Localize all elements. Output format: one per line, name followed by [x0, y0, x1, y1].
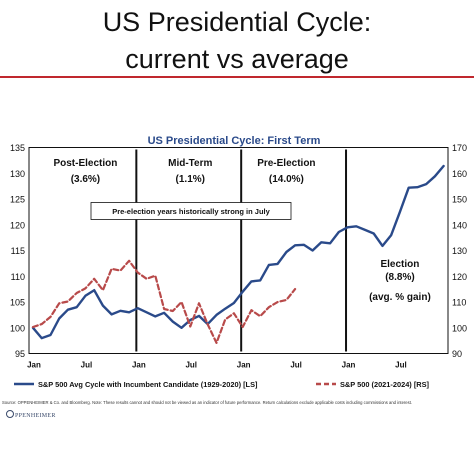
x-tick-label: Jul [81, 361, 93, 370]
slide-title-line1: US Presidential Cycle: [102, 7, 372, 37]
x-tick-label: Jan [132, 361, 146, 370]
phase-name-label: Post-Election [53, 158, 117, 169]
x-tick-label: Jul [290, 361, 302, 370]
chart-title: US Presidential Cycle: First Term [148, 135, 321, 147]
annotation-text: Pre-election years historically strong i… [112, 207, 270, 216]
x-tick-label: Jan [342, 361, 356, 370]
legend-label-1: S&P 500 Avg Cycle with Incumbent Candida… [38, 380, 258, 389]
legend-label-2: S&P 500 (2021-2024) [RS] [340, 380, 430, 389]
y-right-tick-label: 140 [452, 220, 467, 230]
phase-gain-label: (8.8%) [385, 272, 414, 283]
y-left-tick-label: 115 [11, 246, 25, 256]
phase-gain-label: (14.0%) [269, 174, 304, 185]
series-line-2 [31, 259, 297, 344]
y-left-tick-label: 125 [10, 195, 25, 205]
y-left-tick-label: 105 [10, 298, 25, 308]
y-left-tick-label: 120 [10, 220, 25, 230]
y-right-tick-label: 150 [452, 195, 467, 205]
logo-text: PPENHEIMER [15, 413, 56, 419]
presidential-cycle-chart: US Presidential Cycle: First Term 95 100 1… [10, 135, 467, 389]
y-right-tick-label: 120 [452, 272, 467, 282]
y-right-tick-label: 130 [452, 246, 467, 256]
y-right-tick-label: 90 [452, 349, 462, 359]
y-right-tick-label: 160 [452, 169, 467, 179]
slide-title-line2: current vs average [125, 44, 349, 74]
x-tick-label: Jan [237, 361, 251, 370]
oppenheimer-logo: PPENHEIMER [6, 410, 56, 419]
x-tick-label: Jan [27, 361, 41, 370]
plot-frame [28, 147, 449, 354]
y-right-tick-label: 100 [452, 323, 467, 333]
annotation-box [90, 202, 292, 220]
phase-gain-label: (1.1%) [176, 174, 205, 185]
y-left-tick-label: 100 [10, 323, 25, 333]
phase-gain-label: (3.6%) [71, 174, 100, 185]
slide-title: US Presidential Cycle: current vs averag… [0, 4, 474, 78]
y-right-tick-label: 170 [452, 143, 467, 153]
title-divider [0, 76, 474, 78]
x-tick-label: Jul [185, 361, 197, 370]
series-line-1 [31, 164, 445, 340]
source-footnote: Source: OPPENHEIMER & Co. and Bloomberg.… [2, 400, 413, 405]
y-left-tick-label: 135 [10, 143, 25, 153]
y-left-tick-label: 95 [15, 349, 25, 359]
x-tick-label: Jul [395, 361, 407, 370]
phase-note-label: (avg. % gain) [369, 292, 431, 303]
phase-name-label: Mid-Term [168, 158, 212, 169]
y-left-tick-label: 110 [11, 272, 25, 282]
y-left-tick-label: 130 [10, 169, 25, 179]
y-right-tick-label: 110 [452, 298, 466, 308]
logo-ring-icon [6, 410, 14, 418]
phase-name-label: Election [380, 259, 419, 270]
phase-name-label: Pre-Election [257, 158, 315, 169]
